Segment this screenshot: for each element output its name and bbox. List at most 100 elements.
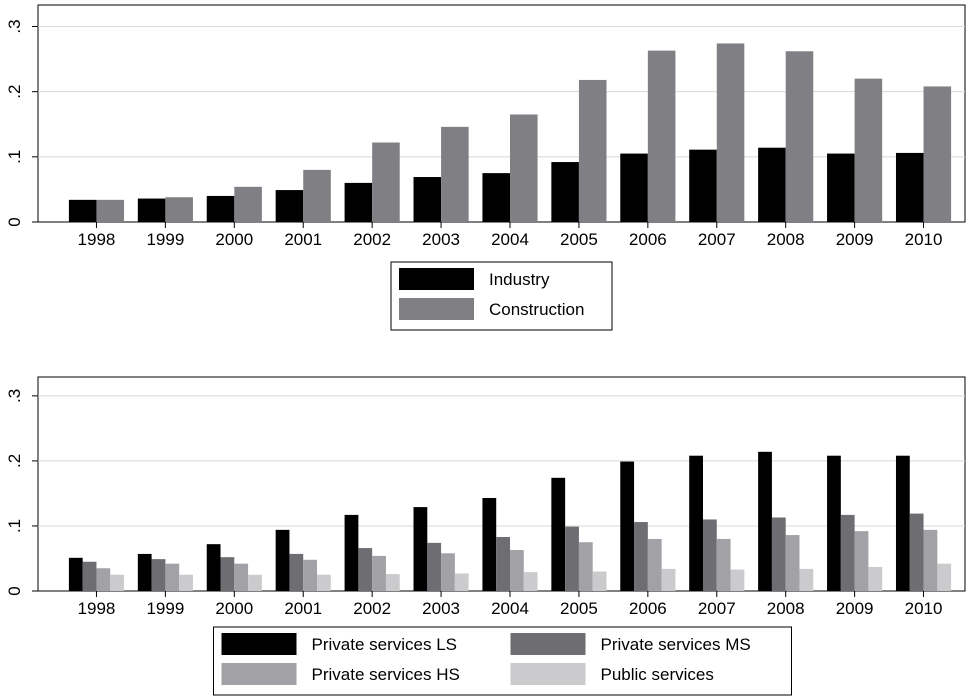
x-tick-label: 2004 — [491, 599, 529, 618]
bar — [234, 563, 249, 591]
bar — [317, 574, 331, 591]
bar — [785, 51, 814, 222]
x-tick-label: 2001 — [284, 599, 322, 618]
bar — [923, 86, 952, 223]
y-tick-label: .3 — [5, 19, 24, 33]
legend-swatch — [221, 663, 297, 685]
bar — [482, 497, 497, 591]
bar — [358, 548, 373, 591]
bar — [96, 568, 111, 591]
x-tick-label: 2001 — [284, 230, 322, 249]
bar — [68, 557, 83, 591]
bar — [551, 477, 566, 591]
x-tick-label: 2003 — [422, 599, 460, 618]
x-tick-label: 2003 — [422, 230, 460, 249]
x-tick-label: 2006 — [629, 599, 667, 618]
x-tick-label: 2002 — [353, 599, 391, 618]
bar — [413, 177, 442, 222]
bar — [413, 507, 428, 591]
bar — [937, 563, 952, 591]
y-tick-label: 0 — [5, 217, 24, 226]
bar — [702, 519, 717, 591]
y-tick-label: 0 — [5, 586, 24, 595]
bar — [771, 517, 786, 591]
y-tick-label: .2 — [5, 454, 24, 468]
bar — [234, 186, 262, 222]
bar — [565, 526, 579, 591]
bar — [344, 514, 359, 591]
bar — [441, 553, 455, 591]
bar — [523, 572, 538, 591]
bar — [206, 544, 221, 591]
y-tick-label: .3 — [5, 389, 24, 403]
bar — [275, 529, 290, 591]
x-tick-label: 2007 — [698, 230, 736, 249]
bar — [634, 522, 648, 591]
bar — [137, 198, 166, 222]
y-tick-label: .2 — [5, 85, 24, 99]
bar — [441, 126, 469, 222]
x-tick-label: 2004 — [491, 230, 529, 249]
bar — [454, 573, 469, 591]
bar — [303, 169, 331, 222]
legend-box — [213, 626, 792, 696]
bar — [510, 550, 524, 591]
bar — [344, 182, 373, 222]
bar — [578, 542, 593, 591]
x-tick-label: 1999 — [146, 230, 184, 249]
bar — [372, 555, 386, 591]
bar — [551, 162, 579, 222]
bar — [895, 455, 910, 591]
legend-label: Private services LS — [312, 635, 458, 654]
bar — [592, 571, 607, 591]
x-tick-label: 2002 — [353, 230, 391, 249]
legend-label: Private services HS — [312, 665, 460, 684]
bar — [868, 566, 883, 591]
x-tick-label: 2005 — [560, 230, 598, 249]
x-tick-label: 2009 — [836, 599, 874, 618]
x-tick-label: 2008 — [767, 230, 805, 249]
bar — [206, 195, 235, 222]
bar — [799, 568, 814, 591]
bar — [620, 461, 635, 591]
bar — [220, 557, 235, 591]
bar — [385, 574, 400, 591]
bar — [689, 455, 703, 591]
bar — [151, 559, 166, 591]
legend-swatch — [399, 298, 474, 320]
bar — [165, 563, 180, 591]
x-tick-label: 2010 — [905, 599, 943, 618]
bar — [289, 553, 304, 591]
x-tick-label: 2007 — [698, 599, 736, 618]
x-tick-label: 2009 — [836, 230, 874, 249]
bar — [854, 531, 869, 591]
bar — [854, 78, 883, 223]
y-tick-label: .1 — [5, 519, 24, 533]
x-tick-label: 2000 — [215, 230, 253, 249]
bar — [758, 147, 786, 222]
bar — [303, 559, 318, 591]
x-tick-label: 1999 — [146, 599, 184, 618]
bar — [179, 574, 193, 591]
bar — [827, 455, 841, 591]
bar — [578, 79, 607, 222]
bar — [372, 142, 400, 222]
legend-swatch — [510, 663, 586, 685]
bar — [620, 153, 648, 222]
bar — [68, 199, 97, 222]
legend-label: Construction — [489, 300, 584, 319]
y-tick-label: .1 — [5, 150, 24, 164]
x-tick-label: 2006 — [629, 230, 667, 249]
x-tick-label: 2008 — [767, 599, 805, 618]
bar — [137, 553, 152, 591]
bar — [716, 43, 745, 222]
bar — [248, 574, 262, 591]
legend-swatch — [399, 268, 474, 290]
bar — [110, 574, 125, 591]
bar — [689, 149, 717, 222]
bar — [275, 190, 304, 222]
bar — [895, 152, 924, 222]
bar — [82, 561, 97, 591]
bar — [96, 199, 125, 222]
legend-swatch — [510, 633, 586, 655]
